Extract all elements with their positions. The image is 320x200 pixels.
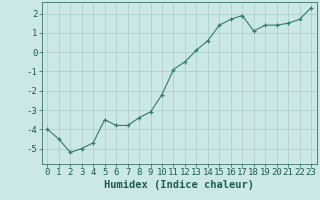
- X-axis label: Humidex (Indice chaleur): Humidex (Indice chaleur): [104, 180, 254, 190]
